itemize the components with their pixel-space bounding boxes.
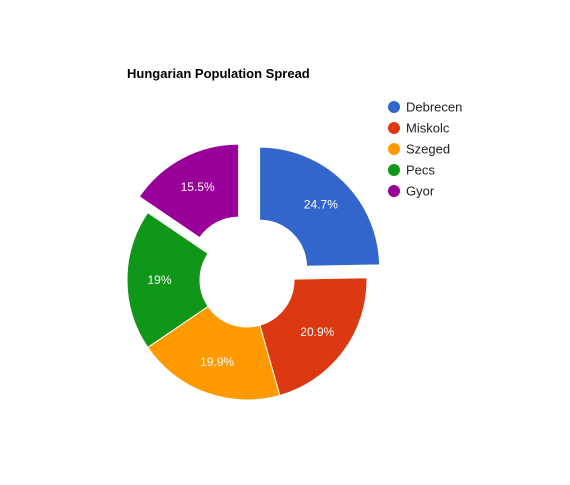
legend-item-pecs[interactable]: Pecs — [388, 163, 435, 178]
slice-label-gyor: 15.5% — [181, 180, 215, 194]
chart-title: Hungarian Population Spread — [127, 66, 310, 81]
legend-marker-miskolc — [388, 122, 400, 134]
legend-label-miskolc: Miskolc — [406, 121, 450, 136]
legend-item-miskolc[interactable]: Miskolc — [388, 121, 450, 136]
legend-label-debrecen: Debrecen — [406, 100, 462, 115]
legend-label-szeged: Szeged — [406, 142, 450, 157]
legend-marker-szeged — [388, 143, 400, 155]
slice-label-debrecen: 24.7% — [304, 198, 338, 212]
slice-label-miskolc: 20.9% — [300, 325, 334, 339]
legend-marker-gyor — [388, 185, 400, 197]
legend-label-gyor: Gyor — [406, 184, 435, 199]
slice-label-pecs: 19% — [147, 273, 171, 287]
legend-label-pecs: Pecs — [406, 163, 435, 178]
legend-marker-pecs — [388, 164, 400, 176]
legend-marker-debrecen — [388, 101, 400, 113]
legend-item-szeged[interactable]: Szeged — [388, 142, 450, 157]
legend-item-gyor[interactable]: Gyor — [388, 184, 435, 199]
slice-label-szeged: 19.9% — [200, 355, 234, 369]
legend: Debrecen Miskolc Szeged Pecs Gyor — [388, 100, 462, 199]
legend-item-debrecen[interactable]: Debrecen — [388, 100, 462, 115]
